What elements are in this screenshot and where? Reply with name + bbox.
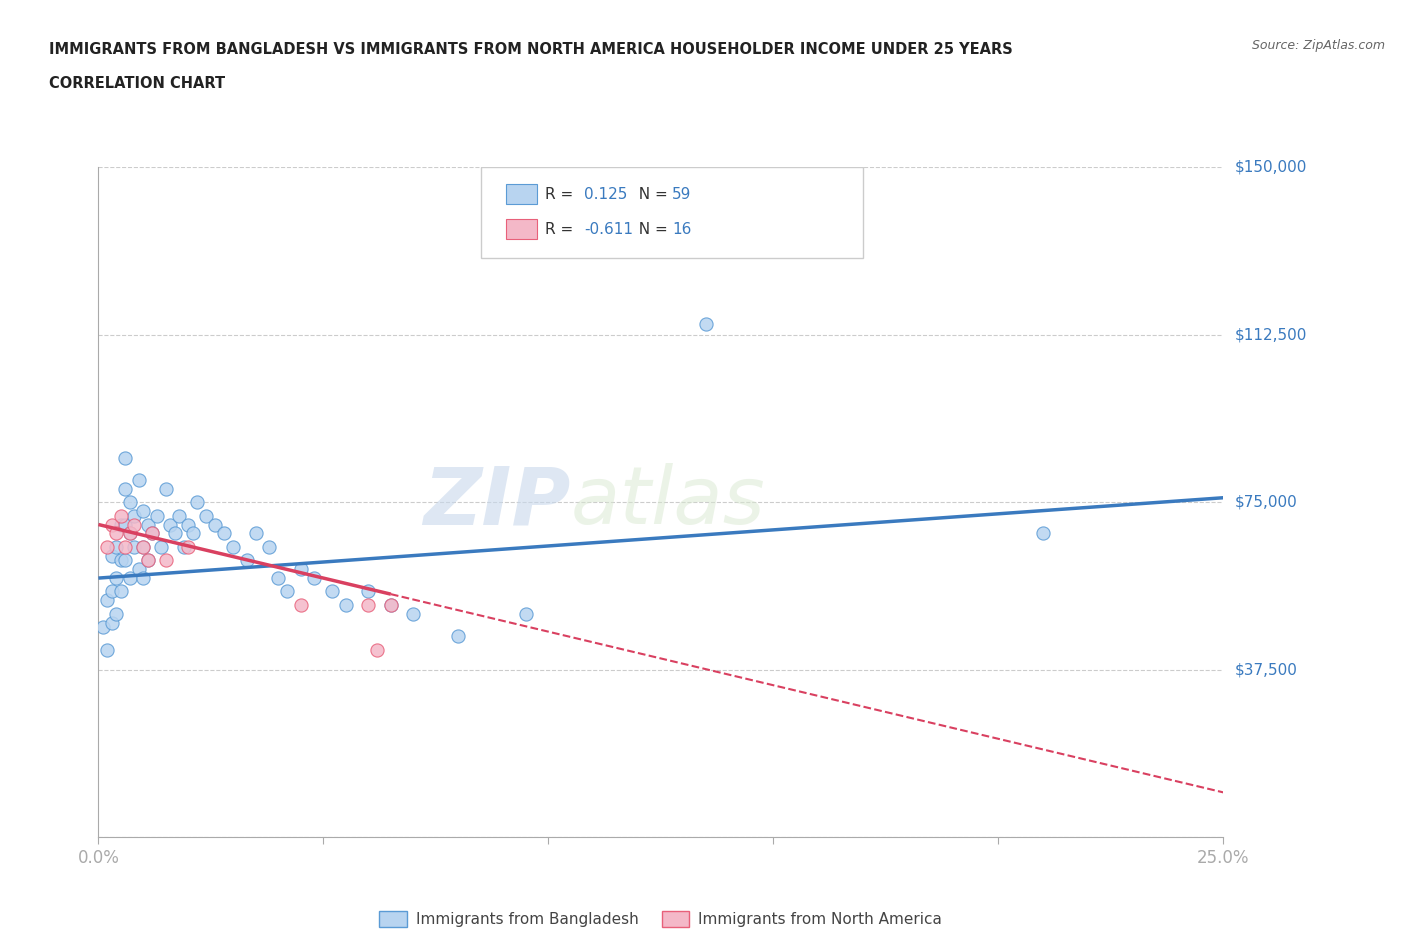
Point [101,584,124,599]
Point [214,526,236,541]
Text: N =: N = [630,221,673,236]
Text: 0.125: 0.125 [585,187,627,202]
Point [304,571,326,586]
Point [276,584,298,599]
Point [150,539,173,554]
Point [259,539,281,554]
Point [132,571,155,586]
FancyBboxPatch shape [506,219,537,239]
Point [118,495,141,510]
Point [402,606,425,621]
Point [96,642,118,657]
Point [1032,526,1054,541]
Point [290,597,312,612]
Point [236,552,259,567]
Point [101,616,124,631]
Text: atlas: atlas [571,463,766,541]
Point [114,482,136,497]
Text: -0.611: -0.611 [585,221,633,236]
Point [118,526,141,541]
Point [105,606,128,621]
Legend: Immigrants from Bangladesh, Immigrants from North America: Immigrants from Bangladesh, Immigrants f… [373,905,949,930]
Point [159,517,181,532]
Point [118,571,141,586]
Point [114,450,136,465]
Text: Source: ZipAtlas.com: Source: ZipAtlas.com [1251,39,1385,52]
Point [132,504,155,519]
Point [515,606,537,621]
Point [186,495,208,510]
Point [96,593,118,608]
Point [155,482,177,497]
Point [136,552,159,567]
Text: N =: N = [630,187,673,202]
Point [366,642,388,657]
Point [141,526,163,541]
Point [181,526,204,541]
Point [105,526,128,541]
Point [136,552,159,567]
FancyBboxPatch shape [481,167,863,258]
Point [357,584,380,599]
Point [335,597,357,612]
Point [447,629,470,644]
Point [132,539,155,554]
Text: IMMIGRANTS FROM BANGLADESH VS IMMIGRANTS FROM NORTH AMERICA HOUSEHOLDER INCOME U: IMMIGRANTS FROM BANGLADESH VS IMMIGRANTS… [49,42,1012,57]
Point [146,508,169,523]
Point [155,552,177,567]
Text: $37,500: $37,500 [1234,662,1298,677]
Text: $75,000: $75,000 [1234,495,1298,510]
Point [290,562,312,577]
Point [695,316,717,331]
Point [141,526,163,541]
Point [110,508,132,523]
Text: R =: R = [546,221,578,236]
Point [124,539,146,554]
Point [114,552,136,567]
Point [136,517,159,532]
Point [380,597,402,612]
Text: R =: R = [546,187,578,202]
Point [321,584,343,599]
Point [118,526,141,541]
Text: 59: 59 [672,187,692,202]
Point [204,517,226,532]
Point [128,472,150,487]
Point [245,526,267,541]
Point [101,517,124,532]
FancyBboxPatch shape [506,184,537,205]
Point [357,597,380,612]
Point [128,562,150,577]
Text: CORRELATION CHART: CORRELATION CHART [49,76,225,91]
Point [114,539,136,554]
Text: $112,500: $112,500 [1234,327,1306,342]
Text: $150,000: $150,000 [1234,160,1306,175]
Point [110,517,132,532]
Point [173,539,195,554]
Point [163,526,186,541]
Point [222,539,245,554]
Point [267,571,290,586]
Point [169,508,191,523]
Point [132,539,155,554]
Point [380,597,402,612]
Point [91,619,114,634]
Point [177,517,200,532]
Point [110,584,132,599]
Point [105,571,128,586]
Text: ZIP: ZIP [423,463,571,541]
Point [110,552,132,567]
Point [124,508,146,523]
Point [114,517,136,532]
Text: 16: 16 [672,221,692,236]
Point [195,508,218,523]
Point [96,539,118,554]
Point [124,517,146,532]
Point [105,539,128,554]
Point [177,539,200,554]
Point [101,549,124,564]
